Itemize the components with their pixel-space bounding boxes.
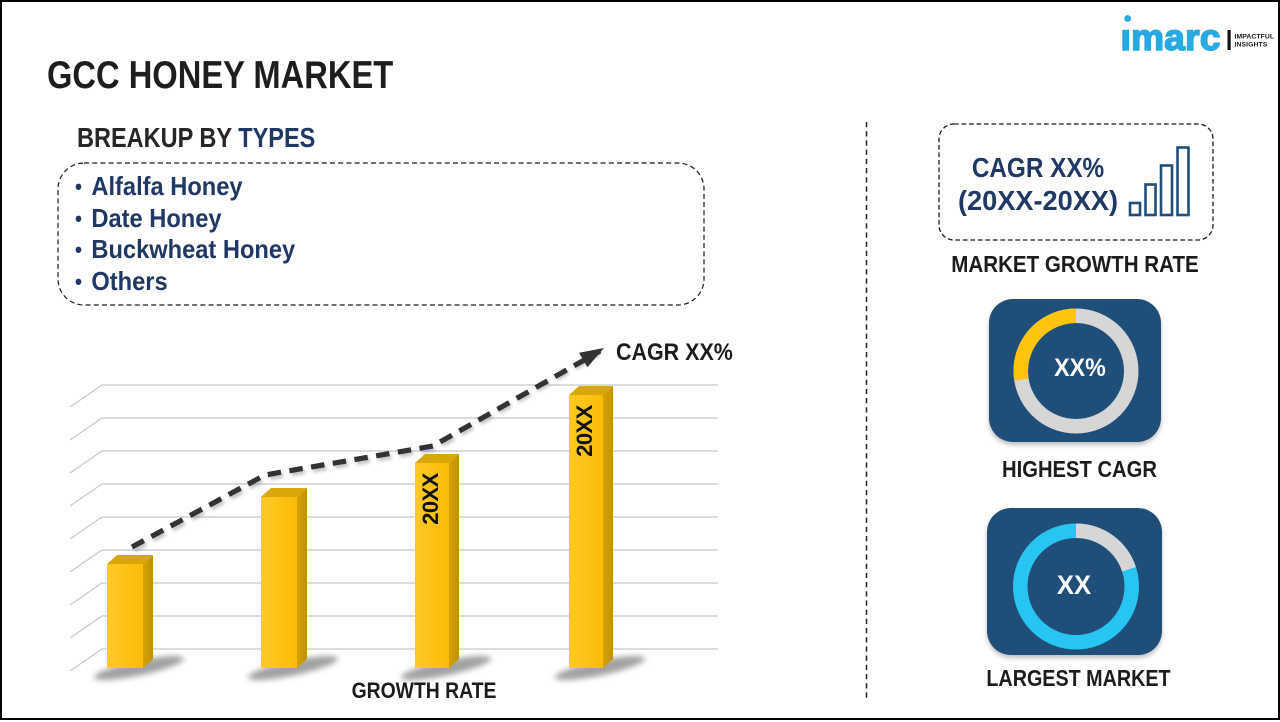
svg-text:ımarc: ımarc (1121, 17, 1221, 58)
svg-text:INSIGHTS: INSIGHTS (1235, 42, 1268, 49)
svg-text:20XX: 20XX (418, 472, 443, 524)
svg-text:IMPACTFUL: IMPACTFUL (1235, 34, 1275, 41)
svg-text:20XX: 20XX (572, 404, 597, 456)
